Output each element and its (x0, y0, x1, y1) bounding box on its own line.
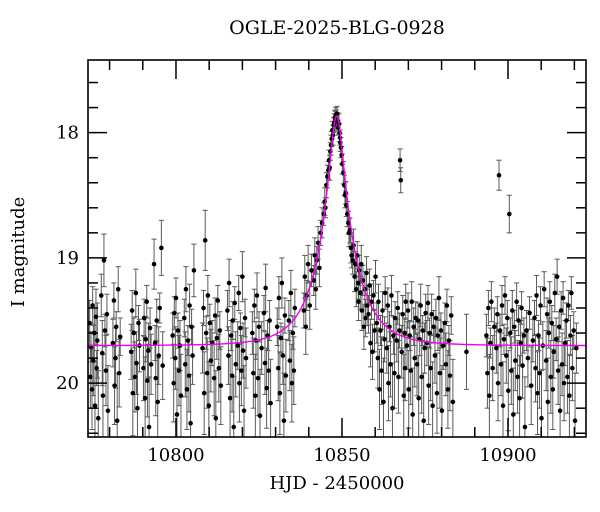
axis-ticks (88, 60, 586, 437)
x-tick-label: 10900 (479, 445, 536, 466)
y-tick-label: 18 (56, 123, 79, 144)
plot-frame (87, 59, 587, 438)
x-tick-label: 10850 (313, 445, 370, 466)
x-tick-label: 10800 (147, 445, 204, 466)
x-axis-label: HJD - 2450000 (269, 473, 404, 494)
y-tick-label: 19 (56, 248, 79, 269)
model-curve-layer (88, 114, 586, 347)
errorbar-layer (88, 105, 579, 437)
y-axis-label: I magnitude (8, 197, 29, 308)
tick-labels: 10800 10850 10900 18 19 20 (56, 123, 537, 466)
chart-title: OGLE-2025-BLG-0928 (229, 17, 445, 39)
y-tick-label: 20 (56, 373, 79, 394)
